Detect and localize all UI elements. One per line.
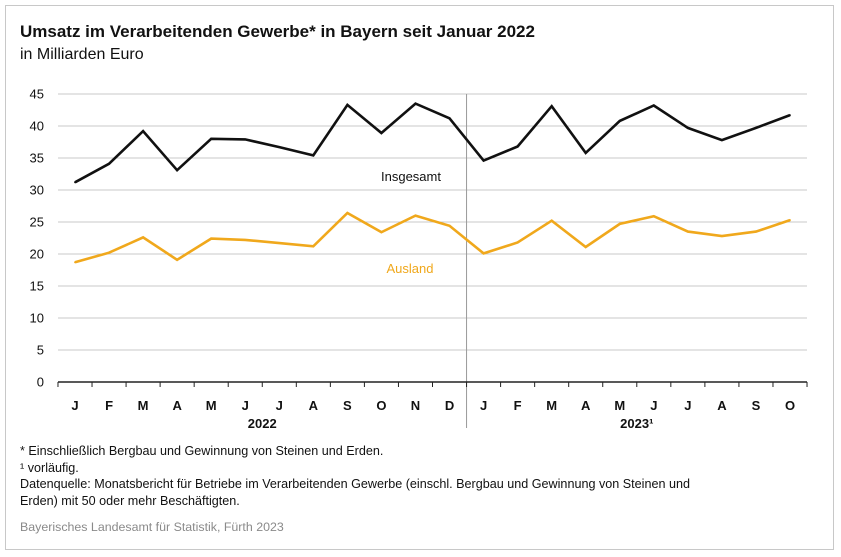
data-point-ausland: [74, 261, 76, 264]
x-tick-label: D: [445, 398, 454, 413]
x-tick-label: F: [105, 398, 113, 413]
y-tick-label-10: 10: [30, 311, 44, 326]
grid-lines: [58, 93, 807, 428]
data-point-insgesamt: [652, 104, 655, 107]
x-tick-label: J: [650, 398, 657, 413]
data-point-ausland: [789, 219, 791, 221]
data-point-insgesamt: [482, 159, 485, 162]
data-point-insgesamt: [618, 119, 621, 122]
chart-title: Umsatz im Verarbeitenden Gewerbe* in Bay…: [20, 22, 535, 41]
data-point-ausland: [652, 215, 655, 218]
x-tick-label: F: [514, 398, 522, 413]
x-tick-label: A: [172, 398, 182, 413]
footnote-preliminary: ¹ vorläufig.: [20, 460, 79, 475]
data-point-ausland: [550, 219, 553, 222]
series-label-insgesamt: Insgesamt: [381, 169, 441, 184]
data-point-insgesamt: [448, 117, 451, 120]
x-tick-label: S: [343, 398, 352, 413]
year-label: 2022: [248, 416, 277, 431]
x-tick-label: A: [581, 398, 591, 413]
x-tick-label: S: [752, 398, 761, 413]
footnote-asterisk: * Einschließlich Bergbau und Gewinnung v…: [20, 444, 384, 458]
series-labels: Insgesamt Ausland: [381, 169, 441, 276]
x-tick-label: J: [684, 398, 691, 413]
series-label-ausland: Ausland: [387, 261, 434, 276]
series-line-ausland: [74, 211, 791, 264]
y-tick-label-35: 35: [30, 151, 44, 166]
year-label: 2023¹: [620, 416, 653, 431]
y-tick-label-20: 20: [30, 247, 44, 262]
data-point-insgesamt: [176, 169, 179, 172]
data-point-ausland: [380, 231, 383, 234]
data-point-insgesamt: [414, 102, 417, 105]
data-point-insgesamt: [755, 127, 757, 129]
data-point-insgesamt: [74, 181, 76, 184]
data-point-insgesamt: [686, 127, 689, 129]
data-point-insgesamt: [210, 137, 213, 140]
x-tick-label: O: [376, 398, 386, 413]
data-point-ausland: [244, 239, 247, 241]
data-point-insgesamt: [584, 151, 587, 154]
x-tick-label: N: [411, 398, 420, 413]
y-tick-label-15: 15: [30, 279, 44, 294]
x-tick-label: M: [138, 398, 149, 413]
data-point-ausland: [346, 212, 349, 214]
x-tick-label: A: [309, 398, 319, 413]
data-point-insgesamt: [108, 162, 110, 165]
credit-line: Bayerisches Landesamt für Statistik, Für…: [20, 520, 284, 534]
data-point-ausland: [278, 242, 281, 245]
y-tick-label-0: 0: [37, 375, 44, 390]
data-point-insgesamt: [789, 114, 791, 117]
x-tick-label: M: [546, 398, 557, 413]
data-point-ausland: [448, 224, 451, 227]
series-lines: [74, 102, 791, 264]
data-point-ausland: [618, 223, 621, 225]
data-point-ausland: [755, 230, 757, 233]
data-point-insgesamt: [380, 132, 383, 134]
data-point-ausland: [108, 251, 110, 254]
data-point-ausland: [516, 241, 519, 244]
series-line-insgesamt: [74, 102, 791, 184]
y-tick-label-25: 25: [30, 215, 44, 230]
x-tick-label: J: [480, 398, 487, 413]
data-point-ausland: [686, 230, 689, 233]
x-tick-label: O: [785, 398, 795, 413]
y-tick-label-40: 40: [30, 119, 44, 134]
y-tick-label-45: 45: [30, 87, 44, 102]
data-point-ausland: [210, 237, 213, 240]
line-chart: 0 5 10 15 20 25 30 35 40 45 J F M A M J J A S O N D J F M A M J J A S…: [30, 87, 808, 431]
data-point-insgesamt: [550, 105, 553, 108]
data-point-insgesamt: [346, 103, 349, 106]
data-point-ausland: [584, 246, 587, 248]
x-tick-label: J: [276, 398, 283, 413]
data-point-insgesamt: [312, 154, 315, 157]
data-point-ausland: [142, 236, 144, 239]
data-point-insgesamt: [278, 146, 281, 149]
x-axis: [57, 381, 808, 387]
y-tick-label-5: 5: [37, 343, 44, 358]
data-source-line-2: Erden) mit 50 oder mehr Beschäftigten.: [20, 493, 240, 508]
data-point-ausland: [414, 214, 417, 217]
data-point-ausland: [482, 252, 485, 255]
data-point-ausland: [312, 245, 315, 248]
y-axis-ticks: 0 5 10 15 20 25 30 35 40 45: [30, 87, 44, 390]
data-point-insgesamt: [244, 138, 247, 141]
chart-subtitle: in Milliarden Euro: [20, 46, 144, 63]
x-tick-label: M: [206, 398, 217, 413]
chart-frame: [5, 5, 834, 550]
x-tick-label: A: [717, 398, 727, 413]
x-tick-label: J: [242, 398, 249, 413]
data-point-insgesamt: [516, 145, 519, 148]
data-point-insgesamt: [142, 130, 144, 133]
x-tick-label: J: [71, 398, 78, 413]
data-point-ausland: [721, 235, 723, 237]
x-axis-ticks: J F M A M J J A S O N D J F M A M J J A S O 2022 2023¹: [71, 398, 795, 431]
footnotes: * Einschließlich Bergbau und Gewinnung v…: [20, 443, 810, 509]
data-source-line-1: Datenquelle: Monatsbericht für Betriebe …: [20, 477, 690, 491]
x-tick-label: M: [614, 398, 625, 413]
y-tick-label-30: 30: [30, 183, 44, 198]
data-point-insgesamt: [721, 139, 723, 141]
data-point-ausland: [176, 258, 179, 261]
